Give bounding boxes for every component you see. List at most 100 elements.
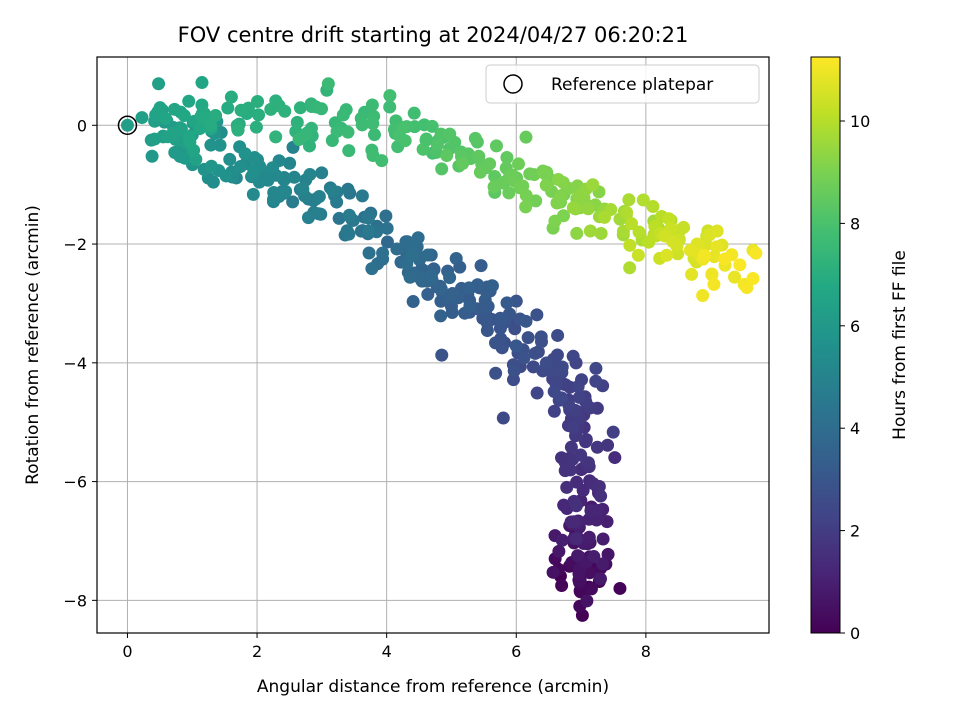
reference-platepar-marker	[117, 115, 138, 136]
data-point	[435, 162, 449, 176]
data-point	[555, 451, 569, 465]
data-point	[135, 111, 149, 125]
colorbar-tick-label: 0	[850, 624, 860, 643]
reference-point-fill	[120, 118, 134, 132]
data-point	[434, 309, 448, 323]
data-point	[301, 211, 315, 225]
data-point	[249, 120, 263, 134]
data-point	[251, 95, 265, 109]
data-point	[616, 224, 630, 238]
data-point	[283, 156, 297, 170]
colorbar-gradient	[810, 56, 841, 634]
data-point	[596, 532, 610, 546]
data-point	[740, 281, 754, 295]
data-point	[416, 142, 430, 156]
data-point	[566, 349, 580, 363]
data-point	[660, 248, 674, 262]
data-point	[728, 270, 742, 284]
x-tick-label: 8	[641, 642, 651, 661]
data-point	[473, 165, 487, 179]
y-tick-label: −8	[63, 591, 87, 610]
data-point	[312, 190, 326, 204]
data-point	[489, 139, 503, 153]
data-point	[365, 98, 379, 112]
data-point	[579, 433, 593, 447]
data-point	[336, 108, 350, 122]
data-point	[383, 100, 397, 114]
data-point	[582, 530, 596, 544]
data-point	[557, 498, 571, 512]
legend: Reference platepar	[485, 64, 760, 104]
data-point	[571, 380, 585, 394]
data-point	[375, 154, 389, 168]
data-point	[234, 103, 248, 117]
data-point	[269, 130, 283, 144]
data-point	[234, 160, 248, 174]
data-point	[195, 76, 209, 90]
data-point	[440, 149, 454, 163]
data-point	[330, 124, 344, 138]
data-point	[159, 111, 173, 125]
data-point	[193, 122, 207, 136]
data-point	[707, 277, 721, 291]
colorbar-tick-label: 8	[850, 214, 860, 233]
data-point	[355, 189, 369, 203]
data-point	[168, 145, 182, 159]
data-point	[551, 328, 565, 342]
data-point	[153, 101, 167, 115]
data-point	[367, 128, 381, 142]
data-point	[710, 224, 724, 238]
data-point	[463, 299, 477, 313]
x-tick-label: 4	[382, 642, 392, 661]
y-tick-label: −6	[63, 473, 87, 492]
y-axis-label: Rotation from reference (arcmin)	[23, 205, 43, 485]
data-point	[430, 138, 444, 152]
y-tick-label: 0	[77, 116, 87, 135]
data-point	[746, 271, 760, 285]
data-point	[231, 123, 245, 137]
data-point	[530, 386, 544, 400]
colorbar-label: Hours from first FF file	[890, 250, 910, 440]
data-point	[152, 77, 166, 91]
data-point	[398, 134, 412, 148]
data-point	[267, 185, 281, 199]
data-point	[383, 89, 397, 103]
data-point	[266, 161, 280, 175]
data-point	[260, 170, 274, 184]
data-point	[590, 513, 604, 527]
data-point	[718, 252, 732, 266]
data-point	[380, 235, 394, 249]
data-point	[521, 331, 535, 345]
data-point	[551, 173, 565, 187]
data-point	[707, 250, 721, 264]
data-point	[539, 356, 553, 370]
data-point	[379, 209, 393, 223]
data-point	[443, 271, 457, 285]
x-tick-label: 6	[511, 642, 521, 661]
data-point	[670, 239, 684, 253]
data-point	[566, 420, 580, 434]
data-point	[558, 464, 572, 478]
reference-marker-layer	[117, 115, 138, 136]
colorbar-tick-label: 10	[850, 112, 870, 131]
data-point	[581, 202, 595, 216]
data-point	[403, 270, 417, 284]
data-point	[567, 515, 581, 529]
data-point	[321, 77, 335, 91]
data-point	[509, 339, 523, 353]
data-point	[238, 147, 252, 161]
data-point	[606, 425, 620, 439]
data-point	[362, 224, 376, 238]
data-point	[570, 226, 584, 240]
data-point	[519, 200, 533, 214]
data-point	[213, 138, 227, 152]
data-point	[596, 557, 610, 571]
data-point	[677, 220, 691, 234]
data-point	[496, 312, 510, 326]
data-point	[593, 572, 607, 586]
data-point	[365, 262, 379, 276]
plot-frame	[96, 56, 770, 634]
data-point	[174, 122, 188, 136]
data-point	[390, 242, 404, 256]
